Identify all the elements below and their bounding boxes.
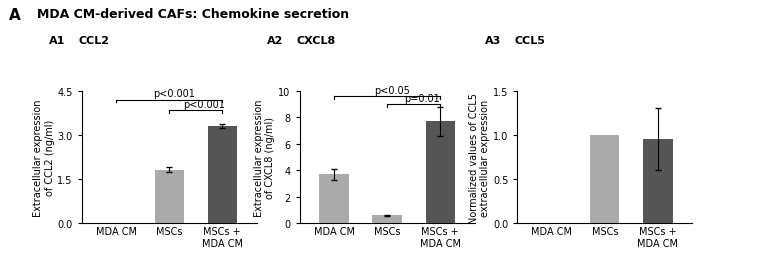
- Text: A1: A1: [49, 36, 65, 46]
- Y-axis label: Extracellular expression
of CXCL8 (ng/ml): Extracellular expression of CXCL8 (ng/ml…: [254, 99, 275, 216]
- Bar: [155, 170, 184, 224]
- Text: A: A: [9, 8, 21, 23]
- Text: p<0.001: p<0.001: [153, 89, 195, 99]
- Text: MDA CM-derived CAFs: Chemokine secretion: MDA CM-derived CAFs: Chemokine secretion: [37, 8, 349, 21]
- Text: CCL2: CCL2: [79, 36, 110, 46]
- Text: p<0.001: p<0.001: [183, 99, 225, 109]
- Bar: [208, 127, 237, 224]
- Y-axis label: Extracellular expression
of CCL2 (ng/ml): Extracellular expression of CCL2 (ng/ml): [33, 99, 54, 216]
- Text: A3: A3: [485, 36, 501, 46]
- Text: p<0.05: p<0.05: [374, 85, 410, 96]
- Bar: [591, 135, 619, 224]
- Text: A2: A2: [267, 36, 283, 46]
- Bar: [426, 122, 454, 224]
- Bar: [373, 216, 401, 224]
- Text: CCL5: CCL5: [514, 36, 545, 46]
- Text: p=0.01: p=0.01: [404, 93, 440, 103]
- Bar: [320, 175, 349, 224]
- Bar: [643, 140, 672, 224]
- Text: CXCL8: CXCL8: [296, 36, 335, 46]
- Y-axis label: Normalized values of CCL5
extracellular expression: Normalized values of CCL5 extracellular …: [468, 92, 490, 223]
